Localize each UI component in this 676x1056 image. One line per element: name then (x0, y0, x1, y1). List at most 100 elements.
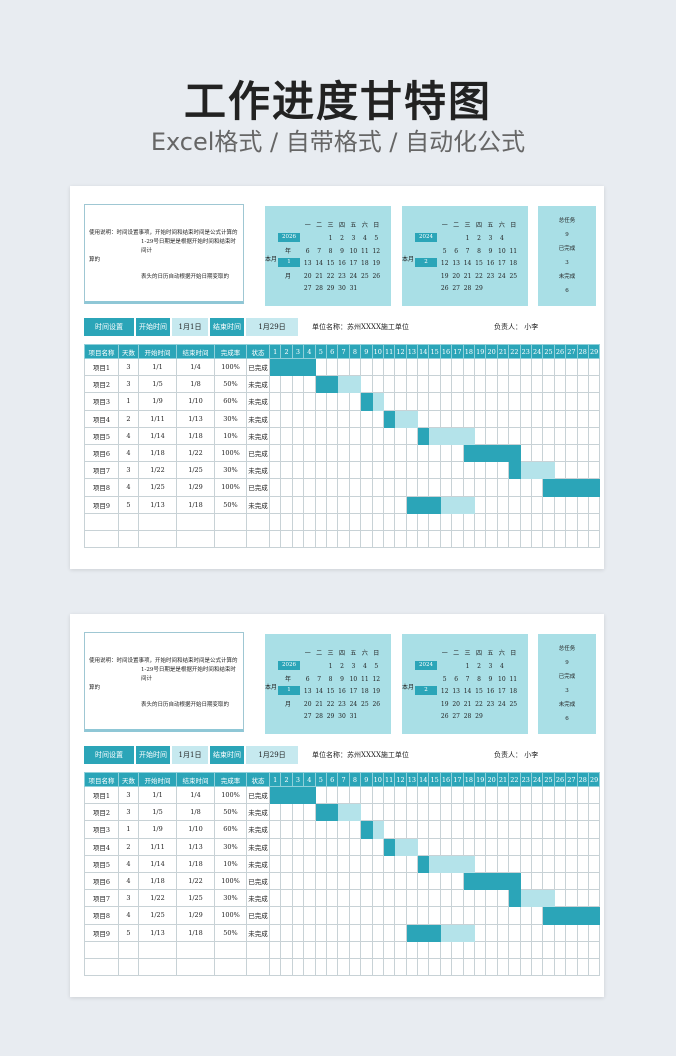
table-cell[interactable]: 1/25 (138, 906, 177, 925)
empty-cell[interactable] (542, 529, 555, 549)
table-cell[interactable]: 1 (118, 820, 139, 839)
empty-cell[interactable] (417, 940, 430, 959)
empty-cell[interactable] (542, 957, 555, 977)
table-cell[interactable]: 项目8 (84, 478, 119, 497)
empty-cell[interactable] (325, 940, 339, 959)
empty-cell[interactable] (246, 940, 270, 959)
table-cell[interactable]: 已完成 (246, 871, 270, 891)
empty-cell[interactable] (565, 957, 578, 977)
table-cell[interactable]: 3 (118, 889, 139, 908)
empty-cell[interactable] (291, 940, 305, 959)
table-cell[interactable]: 2 (118, 837, 139, 856)
empty-cell[interactable] (496, 512, 510, 531)
table-cell[interactable]: 项目5 (84, 854, 119, 873)
empty-cell[interactable] (246, 529, 270, 549)
table-cell[interactable]: 1/25 (176, 461, 215, 480)
table-cell[interactable]: 已完成 (246, 478, 270, 497)
empty-cell[interactable] (118, 940, 139, 959)
empty-cell[interactable] (84, 957, 119, 977)
table-cell[interactable]: 50% (214, 495, 247, 514)
empty-cell[interactable] (314, 529, 327, 549)
empty-cell[interactable] (371, 957, 384, 977)
table-cell[interactable]: 项目7 (84, 461, 119, 480)
empty-cell[interactable] (462, 940, 476, 959)
empty-cell[interactable] (462, 957, 476, 977)
table-cell[interactable]: 1/11 (138, 409, 177, 428)
empty-cell[interactable] (303, 529, 316, 549)
table-cell[interactable]: 1/25 (176, 889, 215, 908)
empty-cell[interactable] (405, 940, 419, 959)
empty-cell[interactable] (587, 529, 601, 549)
empty-cell[interactable] (530, 529, 544, 549)
table-cell[interactable]: 1/9 (138, 392, 177, 411)
empty-cell[interactable] (474, 529, 487, 549)
empty-cell[interactable] (268, 957, 282, 977)
empty-cell[interactable] (348, 957, 362, 977)
table-cell[interactable]: 4 (118, 478, 139, 497)
empty-cell[interactable] (84, 512, 119, 531)
empty-cell[interactable] (542, 512, 555, 531)
table-cell[interactable]: 3 (118, 357, 139, 377)
empty-cell[interactable] (360, 512, 373, 531)
empty-cell[interactable] (474, 957, 487, 977)
table-cell[interactable]: 项目2 (84, 803, 119, 822)
empty-cell[interactable] (382, 512, 396, 531)
table-cell[interactable]: 1/10 (176, 820, 215, 839)
empty-cell[interactable] (371, 940, 384, 959)
empty-cell[interactable] (280, 940, 293, 959)
table-cell[interactable]: 未完成 (246, 820, 270, 839)
empty-cell[interactable] (246, 957, 270, 977)
table-cell[interactable]: 4 (118, 443, 139, 463)
table-cell[interactable]: 1/18 (176, 495, 215, 514)
empty-cell[interactable] (439, 529, 453, 549)
table-cell[interactable]: 未完成 (246, 495, 270, 514)
empty-cell[interactable] (576, 529, 589, 549)
empty-cell[interactable] (280, 957, 293, 977)
table-cell[interactable]: 未完成 (246, 923, 270, 942)
table-cell[interactable]: 50% (214, 923, 247, 942)
table-cell[interactable]: 已完成 (246, 443, 270, 463)
month-selector[interactable]: 1 (278, 258, 300, 267)
empty-cell[interactable] (496, 529, 510, 549)
empty-cell[interactable] (303, 957, 316, 977)
empty-cell[interactable] (439, 512, 453, 531)
empty-cell[interactable] (405, 957, 419, 977)
empty-cell[interactable] (405, 512, 419, 531)
table-cell[interactable]: 1/29 (176, 906, 215, 925)
empty-cell[interactable] (371, 512, 384, 531)
empty-cell[interactable] (428, 940, 441, 959)
empty-cell[interactable] (587, 940, 601, 959)
empty-cell[interactable] (576, 957, 589, 977)
table-cell[interactable]: 未完成 (246, 889, 270, 908)
empty-cell[interactable] (451, 940, 464, 959)
table-cell[interactable]: 未完成 (246, 837, 270, 856)
empty-cell[interactable] (485, 529, 498, 549)
table-cell[interactable]: 已完成 (246, 785, 270, 805)
empty-cell[interactable] (417, 512, 430, 531)
empty-cell[interactable] (138, 512, 177, 531)
empty-cell[interactable] (508, 529, 521, 549)
empty-cell[interactable] (428, 512, 441, 531)
year-selector[interactable]: 2024 (415, 661, 437, 670)
table-cell[interactable]: 未完成 (246, 461, 270, 480)
empty-cell[interactable] (176, 957, 215, 977)
empty-cell[interactable] (485, 957, 498, 977)
empty-cell[interactable] (394, 529, 407, 549)
empty-cell[interactable] (360, 529, 373, 549)
empty-cell[interactable] (587, 957, 601, 977)
table-cell[interactable]: 项目1 (84, 785, 119, 805)
empty-cell[interactable] (451, 957, 464, 977)
empty-cell[interactable] (214, 512, 247, 531)
start-time-input[interactable]: 1月1日 (172, 746, 208, 764)
table-cell[interactable]: 未完成 (246, 426, 270, 445)
empty-cell[interactable] (405, 529, 419, 549)
table-cell[interactable]: 未完成 (246, 803, 270, 822)
month-selector[interactable]: 2 (415, 686, 437, 695)
empty-cell[interactable] (519, 940, 533, 959)
month-selector[interactable]: 1 (278, 686, 300, 695)
empty-cell[interactable] (382, 940, 396, 959)
table-cell[interactable]: 1/4 (176, 357, 215, 377)
empty-cell[interactable] (138, 529, 177, 549)
empty-cell[interactable] (439, 940, 453, 959)
table-cell[interactable]: 1/8 (176, 375, 215, 394)
